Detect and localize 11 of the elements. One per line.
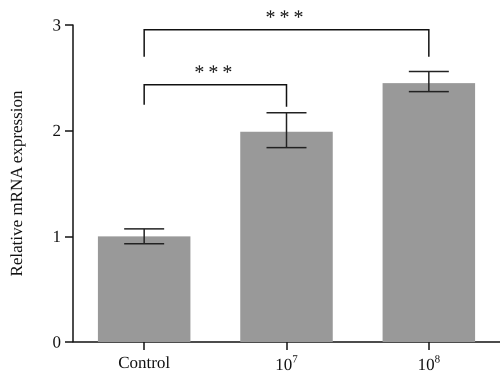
bar bbox=[382, 83, 476, 342]
y-tick-label: 3 bbox=[52, 16, 61, 34]
bar bbox=[98, 236, 190, 342]
annotation: *** bbox=[194, 62, 236, 84]
y-axis-title: Relative mRNA expression bbox=[7, 90, 26, 277]
y-tick-label: 2 bbox=[52, 121, 61, 140]
y-tick-label: 1 bbox=[52, 226, 61, 246]
bar bbox=[240, 132, 333, 342]
annotation: *** bbox=[266, 6, 308, 29]
x-tick-label: Control bbox=[118, 353, 170, 372]
y-tick-label: 0 bbox=[52, 332, 61, 352]
